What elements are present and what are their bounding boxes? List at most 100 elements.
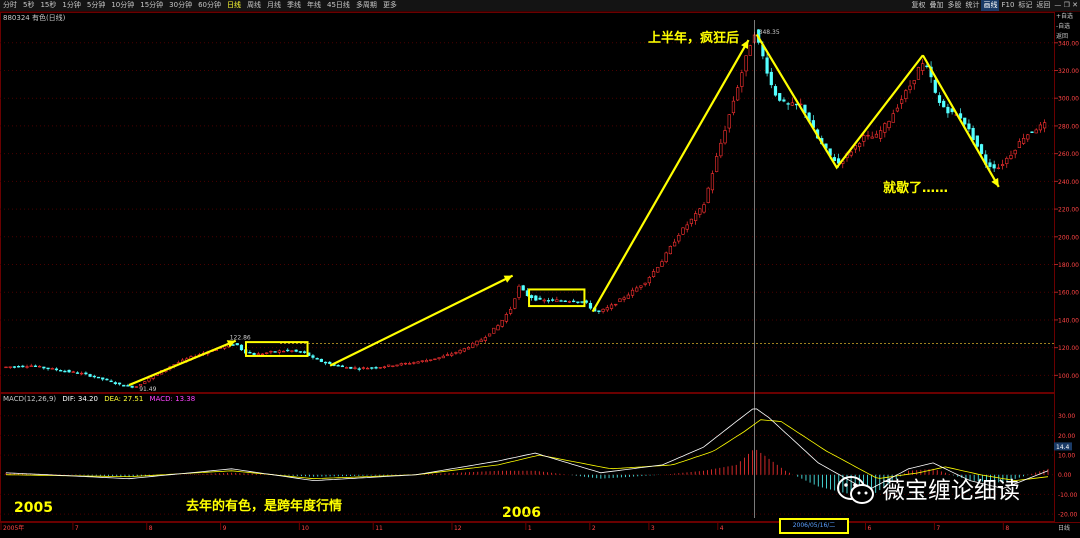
period-tab-7[interactable]: 30分钟 [169, 1, 193, 9]
candle-body [668, 246, 672, 255]
candle-body [323, 361, 328, 364]
x-axis-label: 3 [651, 525, 655, 532]
period-tab-15[interactable]: 多周期 [355, 1, 377, 9]
candle-body [702, 204, 706, 213]
candle-body [765, 57, 769, 74]
candle-body [576, 301, 580, 303]
candle-body [290, 350, 294, 352]
price-panel-frame [0, 12, 1055, 393]
candle-body [559, 300, 563, 302]
candle-body [46, 367, 50, 370]
x-axis-label: 2005年 [3, 524, 24, 532]
toolbar-button-3[interactable]: 统计 [965, 1, 980, 9]
period-tab-3[interactable]: 1分钟 [62, 1, 81, 9]
period-tab-5[interactable]: 10分钟 [111, 1, 135, 9]
candle-body [996, 167, 1000, 169]
candle-body [374, 367, 378, 369]
period-tab-9[interactable]: 日线 [227, 1, 242, 9]
toolbar-button-2[interactable]: 多股 [947, 1, 962, 9]
side-menu-item-0[interactable]: +自选 [1056, 13, 1074, 20]
toolbar-button-4[interactable]: 画线 [981, 0, 1000, 11]
candle-body [286, 349, 290, 352]
candle-body [117, 382, 122, 385]
side-menu: +自选 -自选返回 [1056, 12, 1080, 42]
x-axis-label: 2 [592, 525, 596, 532]
candle-body [387, 364, 391, 367]
candle-body [277, 350, 281, 353]
candle-body [635, 287, 639, 292]
candle-body [639, 285, 643, 288]
trend-arrow-2006 [329, 274, 514, 367]
price-tick-label: 180.00 [1058, 262, 1079, 269]
candle-body [904, 90, 908, 100]
window-controls[interactable]: — ❐ ✕ [1054, 1, 1078, 9]
toolbar-button-7[interactable]: 返回 [1036, 1, 1051, 9]
period-tab-2[interactable]: 15秒 [40, 1, 57, 9]
candle-body [349, 366, 353, 369]
x-axis-label: 8 [149, 525, 153, 532]
candle-body [836, 158, 841, 164]
toolbar-button-6[interactable]: 标记 [1018, 1, 1033, 9]
candle-body [1038, 124, 1043, 131]
period-tab-8[interactable]: 60分钟 [198, 1, 222, 9]
period-tab-1[interactable]: 5秒 [23, 1, 35, 9]
period-tab-14[interactable]: 45日线 [327, 1, 350, 9]
side-menu-item-2[interactable]: 返回 [1056, 33, 1069, 40]
candle-body [626, 294, 630, 299]
candle-body [403, 362, 408, 365]
toolbar-button-5[interactable]: F10 [1001, 1, 1015, 9]
macd-value-label: 14.4 [1056, 444, 1070, 451]
macd-legend-macd: MACD: 13.38 [149, 395, 196, 403]
candle-body [378, 367, 382, 369]
candle-body [458, 349, 462, 354]
candle-body [424, 360, 429, 363]
candle-body [874, 133, 879, 138]
candle-body [727, 114, 731, 129]
toolbar-button-0[interactable]: 复权 [911, 1, 926, 9]
period-tab-11[interactable]: 月线 [267, 1, 282, 9]
candle-body [1017, 141, 1021, 148]
candle-body [895, 107, 900, 112]
candle-body [63, 370, 67, 373]
candle-body [391, 365, 395, 367]
candle-body [1000, 164, 1005, 166]
annotation-exhausted: 就歇了…… [883, 180, 948, 196]
candle-body [773, 86, 778, 96]
period-tab-12[interactable]: 季线 [287, 1, 302, 9]
trend-arrow-rally [591, 39, 750, 313]
candle-body [912, 80, 916, 85]
candle-body [530, 295, 534, 299]
candle-body [113, 382, 117, 385]
candle-body [294, 349, 298, 352]
period-tab-13[interactable]: 年线 [307, 1, 322, 9]
cursor-date-badge: 2006/05/16/二 [779, 518, 849, 534]
period-tab-10[interactable]: 周线 [247, 1, 262, 9]
price-tick-label: 240.00 [1058, 179, 1079, 186]
candle-body [790, 102, 794, 106]
candle-body [433, 358, 437, 360]
side-menu-item-1[interactable]: -自选 [1056, 23, 1071, 30]
macd-value-badge [1054, 442, 1072, 451]
candle-body [622, 297, 626, 300]
candle-body [269, 350, 273, 353]
macd-legend-dea: DEA: 27.51 [104, 395, 144, 403]
macd-tick-label: 30.00 [1058, 413, 1075, 420]
period-tab-6[interactable]: 15分钟 [140, 1, 164, 9]
candle-body [408, 363, 412, 365]
candle-body [67, 369, 71, 373]
candle-body [946, 106, 950, 114]
candle-body [84, 372, 88, 375]
candle-body [933, 79, 937, 93]
candle-body [664, 252, 668, 263]
candle-body [1009, 155, 1013, 159]
period-tab-0[interactable]: 分时 [3, 1, 17, 9]
candle-body [685, 224, 689, 230]
candle-body [483, 337, 487, 341]
period-tab-16[interactable]: 更多 [382, 1, 397, 9]
x-axis-label: 1 [528, 525, 532, 532]
candle-body [29, 365, 33, 367]
period-tab-4[interactable]: 5分钟 [86, 1, 106, 9]
macd-tick-label: -10.00 [1058, 492, 1078, 499]
toolbar-right-buttons: 复权 叠加 多股 统计 画线 F10 标记 返回 — ❐ ✕ [909, 0, 1080, 11]
toolbar-button-1[interactable]: 叠加 [929, 1, 944, 9]
